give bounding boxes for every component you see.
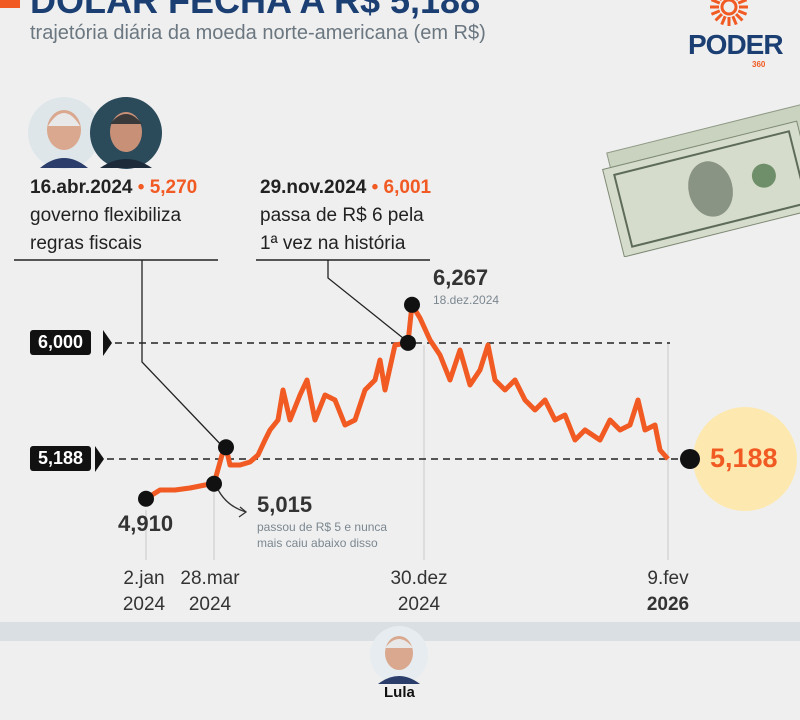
x-tick-label: 2.jan 2024 [114, 566, 174, 618]
page-title: DÓLAR FECHA A R$ 5,188 [30, 0, 481, 21]
peak-date: 18.dez.2024 [433, 293, 500, 307]
annotation-fiscal: 16.abr.2024 • 5,270 [30, 177, 198, 198]
dollar-bills-image [602, 104, 800, 257]
data-point-marker [404, 296, 420, 313]
portrait-lula [28, 97, 100, 169]
ref-label-5188: 5,188 [30, 446, 92, 471]
data-point-marker [400, 334, 416, 351]
annotation-six-reais: 29.nov.2024 • 6,001 [260, 177, 432, 198]
start-value: 4,910 [118, 511, 174, 536]
pointer-icon [103, 329, 112, 356]
data-point-marker [680, 449, 700, 469]
portrait-lula-footer [370, 626, 428, 684]
x-tick-year: 2024 [188, 594, 232, 615]
end-value-highlight [693, 407, 797, 511]
low-note: passou de R$ 5 e nunca [257, 520, 388, 534]
leader-line [327, 260, 409, 343]
pointer-icon [95, 446, 104, 472]
x-tick-label: 28.mar 2024 [180, 566, 240, 618]
sun-logo-icon [710, 0, 748, 26]
x-tick-day: 2.jan [123, 568, 165, 589]
data-point-marker [138, 490, 154, 507]
portraits [28, 97, 162, 169]
annotation-text: governo flexibiliza [30, 205, 182, 226]
x-tick-year: 2026 [646, 594, 690, 615]
low-note: mais caiu abaixo disso [257, 536, 378, 550]
low-value: 5,015 [257, 492, 313, 517]
logo-suffix: 360 [752, 60, 766, 69]
title-accent-bar [0, 0, 20, 8]
annotation-date: 16.abr.2024 [30, 177, 133, 198]
annotation-text: 1ª vez na história [260, 233, 406, 254]
data-point-marker [206, 475, 222, 492]
annotation-date: 29.nov.2024 [260, 177, 367, 198]
series-line-usd-brl [144, 302, 670, 501]
ref-label-6000: 6,000 [30, 330, 92, 355]
end-value: 5,188 [710, 443, 778, 473]
x-tick-label: 9.fev 2026 [638, 566, 698, 618]
data-point-marker [218, 439, 234, 456]
x-tick-year: 2024 [122, 594, 166, 615]
leader-line [141, 260, 227, 451]
x-tick-day: 9.fev [647, 568, 689, 589]
arrow-head-icon [238, 506, 248, 518]
x-tick-year: 2024 [397, 594, 441, 615]
peak-value: 6,267 [433, 265, 489, 290]
annotation-text: regras fiscais [30, 233, 142, 254]
logo: PODER [688, 29, 784, 60]
x-tick-day: 28.mar [180, 568, 240, 589]
portrait-haddad [90, 97, 162, 169]
president-name: Lula [384, 684, 415, 701]
annotation-value: 6,001 [383, 177, 432, 198]
annotation-value: 5,270 [149, 177, 198, 198]
x-tick-day: 30.dez [390, 568, 448, 589]
page-subtitle: trajetória diária da moeda norte-america… [30, 22, 486, 44]
x-tick-label: 30.dez 2024 [389, 566, 449, 618]
annotation-text: passa de R$ 6 pela [260, 205, 424, 226]
